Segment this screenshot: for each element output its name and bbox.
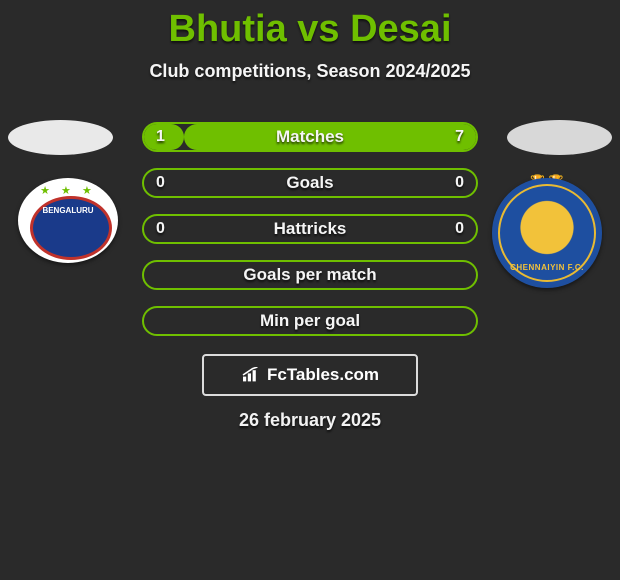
stat-row: Min per goal (142, 306, 478, 336)
stat-row: 1 Matches 7 (142, 122, 478, 152)
page-title: Bhutia vs Desai (0, 0, 620, 51)
stat-value-right (452, 308, 476, 334)
brand-label: FcTables.com (267, 365, 379, 385)
stat-value-right: 0 (443, 216, 476, 242)
player-right-avatar (507, 120, 612, 155)
stat-row: 0 Goals 0 (142, 168, 478, 198)
stat-value-right: 7 (443, 124, 476, 150)
page-subtitle: Club competitions, Season 2024/2025 (0, 61, 620, 82)
stat-label: Hattricks (274, 219, 347, 239)
stat-value-left (144, 262, 168, 288)
club-crest-right: 🏆 🏆 CHENNAIYIN F.C. (492, 178, 602, 293)
stat-label: Matches (276, 127, 344, 147)
crest-right-label: CHENNAIYIN F.C. (492, 263, 602, 272)
stat-value-right (452, 262, 476, 288)
stat-row: Goals per match (142, 260, 478, 290)
stat-value-left: 1 (144, 124, 177, 150)
stat-row: 0 Hattricks 0 (142, 214, 478, 244)
stat-label: Min per goal (260, 311, 360, 331)
stat-value-right: 0 (443, 170, 476, 196)
stat-label: Goals per match (243, 265, 376, 285)
player-left-avatar (8, 120, 113, 155)
crest-left-label: BENGALURU (18, 206, 118, 215)
stat-value-left (144, 308, 168, 334)
chart-icon (241, 367, 261, 383)
stat-value-left: 0 (144, 216, 177, 242)
club-crest-left: ★ ★ ★ BENGALURU (18, 178, 118, 263)
stat-bars: 1 Matches 7 0 Goals 0 0 Hattricks 0 Goal… (142, 122, 478, 352)
brand-box[interactable]: FcTables.com (202, 354, 418, 396)
date-label: 26 february 2025 (0, 410, 620, 431)
crest-left-stars: ★ ★ ★ (18, 184, 118, 197)
stat-label: Goals (286, 173, 333, 193)
stat-value-left: 0 (144, 170, 177, 196)
